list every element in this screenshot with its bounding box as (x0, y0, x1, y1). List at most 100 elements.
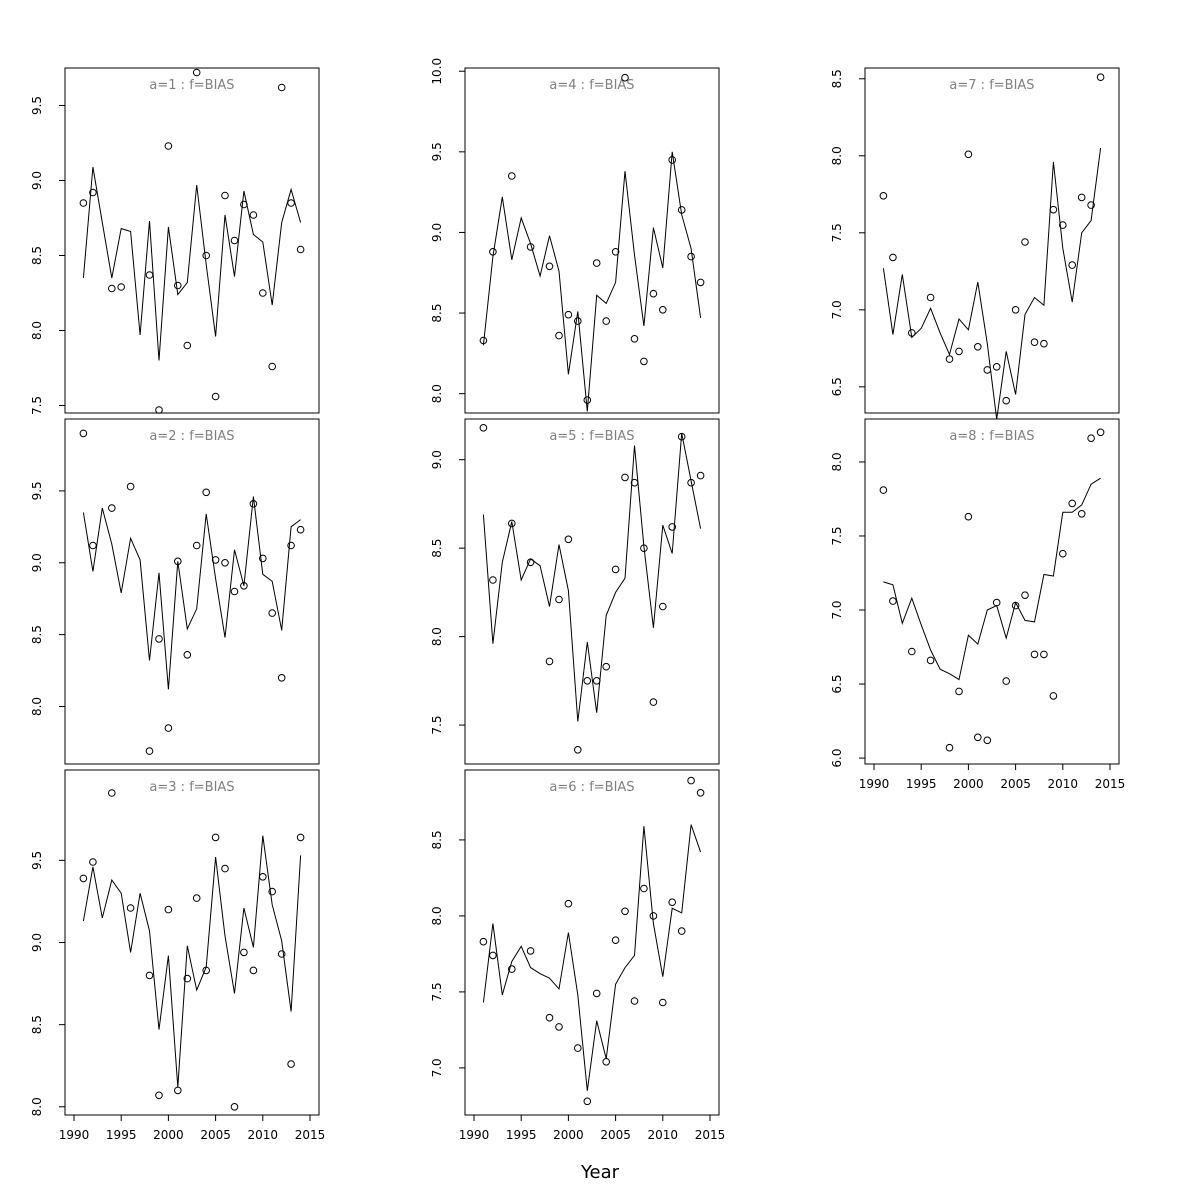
data-point (1040, 339, 1048, 348)
data-point (621, 473, 629, 482)
data-point (164, 724, 173, 732)
x-tick-label: 1990 (59, 1128, 90, 1142)
series-line (482, 824, 702, 1091)
data-point (574, 746, 582, 754)
data-point (1040, 650, 1048, 659)
data-point (1077, 510, 1086, 518)
data-point (1087, 201, 1095, 209)
data-point (908, 647, 916, 656)
panel-2: a=2 : f=BIAS 8.0 8.5 9.0 9.5 (30, 418, 320, 765)
data-point (296, 525, 305, 534)
panel-title: a=3 : f=BIAS (149, 780, 234, 795)
data-point (508, 172, 516, 180)
data-point (117, 283, 125, 291)
data-point (89, 858, 97, 866)
data-point (489, 951, 497, 960)
y-tick-label: 8.5 (30, 625, 44, 644)
data-point (221, 864, 229, 873)
data-point (108, 504, 116, 512)
data-point (696, 471, 705, 480)
y-tick-label: 6.5 (830, 377, 844, 396)
x-tick-label: 1995 (106, 1128, 137, 1142)
y-tick-label: 8.5 (30, 246, 44, 265)
data-point (1049, 205, 1058, 214)
data-point (211, 392, 220, 401)
data-point (155, 406, 163, 414)
data-point (545, 262, 554, 271)
y-tick-label: 7.5 (830, 526, 844, 545)
data-point (108, 284, 116, 293)
data-point (611, 248, 620, 256)
data-point (583, 396, 592, 404)
x-tick-label: 2005 (600, 1128, 631, 1142)
y-tick-label: 9.5 (30, 96, 44, 115)
y-tick-label: 8.0 (830, 146, 844, 165)
data-point (955, 347, 963, 356)
data-point (677, 927, 686, 935)
data-point (621, 73, 629, 82)
data-point (889, 597, 897, 605)
data-point (649, 289, 658, 298)
data-point (1096, 73, 1105, 81)
panel-6: a=6 : f=BIAS 7.0 7.5 8.0 8.5 1990 1995 2000 2005… (430, 769, 726, 1142)
data-point (211, 833, 220, 842)
data-point (926, 293, 935, 302)
panel-title: a=1 : f=BIAS (149, 78, 234, 93)
y-tick-label: 9.0 (30, 553, 44, 572)
data-point (1059, 221, 1067, 229)
data-point (183, 341, 192, 350)
data-point (126, 482, 135, 491)
data-point (1068, 499, 1076, 508)
data-point (296, 245, 305, 254)
data-point (602, 317, 611, 325)
y-tick-label: 8.5 (430, 303, 444, 322)
data-point (564, 310, 573, 319)
data-point (1021, 238, 1029, 246)
data-point (287, 1060, 295, 1068)
y-tick-label: 6.0 (830, 749, 844, 768)
data-point (992, 363, 1001, 371)
data-point (268, 362, 277, 371)
y-tick-label: 8.0 (830, 452, 844, 471)
x-tick-label: 1995 (906, 777, 937, 791)
data-point (602, 1058, 611, 1066)
x-tick-label: 2015 (695, 1128, 726, 1142)
data-point (640, 884, 648, 893)
y-tick-label: 7.5 (430, 982, 444, 1001)
data-point (583, 677, 592, 685)
x-axis-label: Year (580, 1162, 620, 1183)
panel-4: a=4 : f=BIAS 8.0 8.5 9.0 9.5 10.0 (430, 58, 720, 414)
data-point (649, 912, 658, 920)
data-point (696, 278, 705, 287)
y-tick-label: 8.0 (430, 627, 444, 646)
data-point (592, 989, 601, 998)
data-point (983, 736, 992, 745)
data-point (879, 486, 888, 494)
data-point (955, 687, 963, 696)
panel-title: a=7 : f=BIAS (949, 78, 1034, 93)
data-point (583, 1097, 592, 1106)
data-point (621, 907, 629, 916)
data-point (1030, 650, 1039, 659)
series-line (883, 477, 1101, 681)
data-point (174, 281, 182, 290)
x-tick-label: 2005 (1000, 777, 1031, 791)
data-point (945, 743, 954, 752)
y-tick-label: 8.0 (30, 697, 44, 716)
data-point (145, 271, 154, 279)
data-point (1011, 306, 1020, 314)
series-line (882, 148, 1102, 420)
data-point (526, 947, 535, 955)
y-tick-label: 6.5 (830, 674, 844, 693)
y-tick-label: 9.0 (30, 933, 44, 952)
data-point (479, 937, 488, 946)
panel-frame (64, 769, 320, 1116)
panel-frame (464, 67, 720, 414)
y-tick-label: 10.0 (430, 58, 444, 85)
data-point (555, 1023, 563, 1031)
data-point (259, 873, 267, 881)
data-point (79, 874, 88, 883)
data-point (145, 747, 154, 755)
data-point (89, 188, 97, 197)
